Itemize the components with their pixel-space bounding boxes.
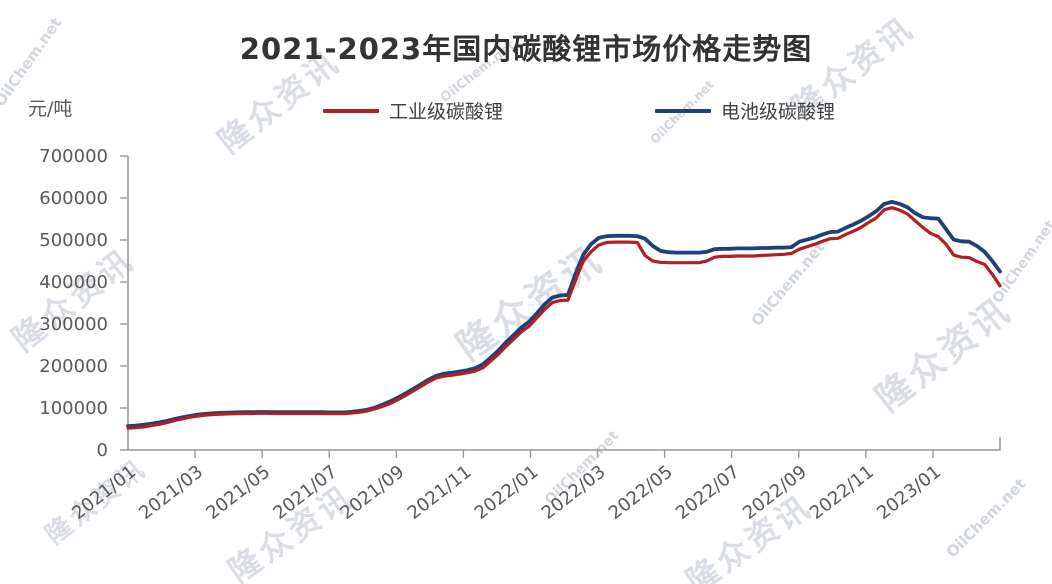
x-axis: 2021/012021/032021/052021/072021/092021/… [68,450,945,524]
y-tick-label: 600000 [39,188,108,209]
y-tick-label: 500000 [39,230,108,251]
y-tick-label: 400000 [39,272,108,293]
legend-line-industrial-icon [323,108,379,113]
y-axis-unit: 元/吨 [28,98,73,120]
y-tick-label: 0 [97,440,108,461]
x-tick-label: 2023/01 [873,461,945,524]
x-tick-label: 2022/05 [605,461,677,524]
legend-line-battery-icon [655,108,712,113]
axis-frame [127,156,1001,451]
y-tick-label: 300000 [39,314,108,335]
legend: 工业级碳酸锂 电池级碳酸锂 [323,97,835,124]
x-tick-label: 2022/11 [806,461,878,524]
y-tick-label: 200000 [39,356,108,377]
legend-item-battery: 电池级碳酸锂 [655,97,835,124]
x-tick-label: 2021/09 [337,461,409,524]
legend-label-battery: 电池级碳酸锂 [721,101,836,123]
legend-item-industrial: 工业级碳酸锂 [323,97,503,124]
x-tick-label: 2021/07 [269,461,341,524]
y-tick-label: 700000 [39,146,108,167]
x-tick-label: 2022/03 [538,461,610,524]
y-axis: 700000 600000 500000 400000 300000 200000 1000… [39,146,128,461]
y-tick-label: 100000 [39,398,108,419]
x-tick-label: 2022/01 [471,461,543,524]
series-line-battery [126,199,1002,429]
x-tick-label: 2021/11 [404,461,476,524]
legend-label-industrial: 工业级碳酸锂 [389,101,504,123]
x-tick-label: 2021/03 [135,461,207,524]
x-tick-label: 2021/01 [68,461,140,524]
series-line-industrial [126,206,1002,430]
x-tick-label: 2022/07 [672,461,744,524]
x-tick-label: 2021/05 [202,461,274,524]
chart-title: 2021-2023年国内碳酸锂市场价格走势图 [239,32,813,66]
x-tick-label: 2022/09 [739,461,811,524]
